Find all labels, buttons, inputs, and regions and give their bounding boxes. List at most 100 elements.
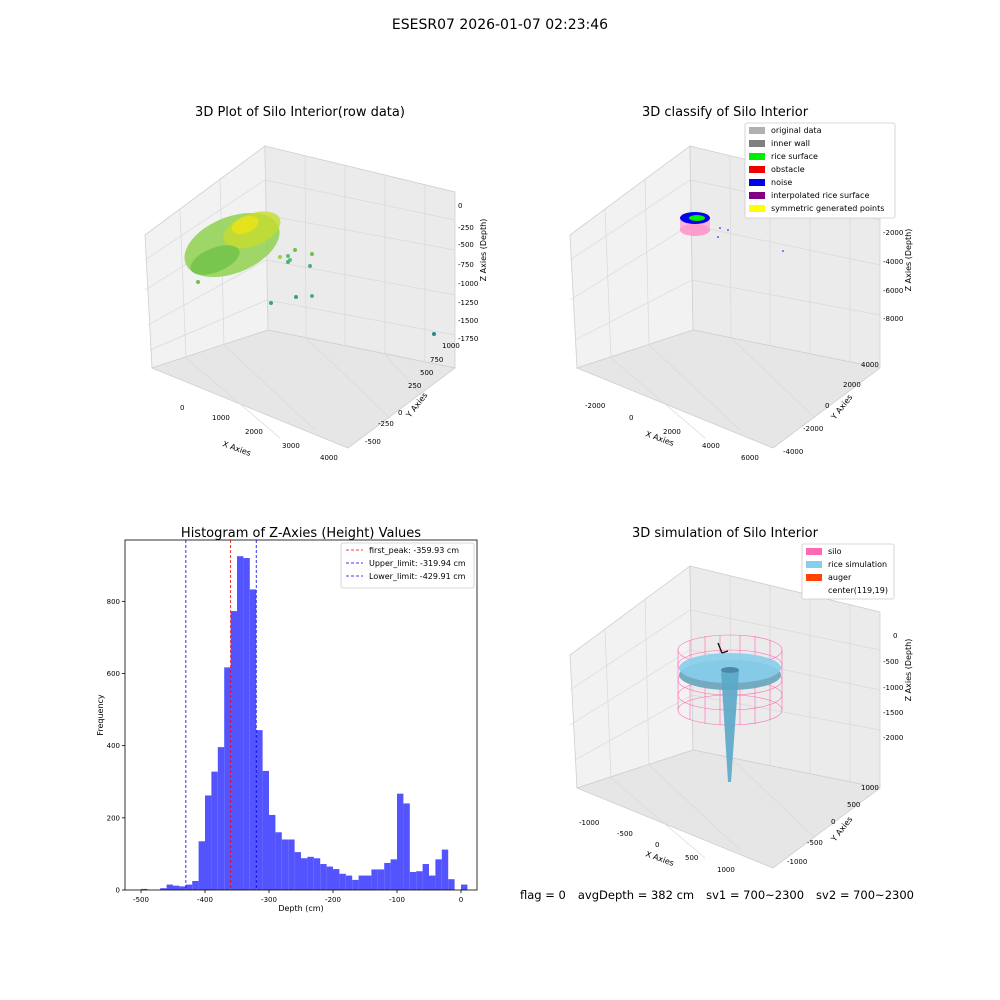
histogram-bar	[390, 859, 397, 890]
status-sv1: sv1 = 700~2300	[706, 888, 805, 902]
status-avg-depth: avgDepth = 382 cm	[577, 888, 695, 902]
chart-classify-3d: 3D classify of Silo Interior -2000 0 200…	[569, 105, 913, 460]
legend-swatch	[749, 127, 765, 134]
histogram-bar	[435, 859, 442, 890]
x-tick-2: 2000	[245, 428, 263, 436]
y-tick-4: 1000	[861, 784, 879, 792]
histogram-bar	[160, 888, 167, 890]
z-tick-4: -8000	[883, 315, 903, 323]
point-cloud	[184, 211, 436, 336]
chart-title: Histogram of Z-Axies (Height) Values	[181, 526, 421, 541]
chart-simulation-3d: 3D simulation of Silo Interior -1000 -50…	[569, 526, 913, 874]
legend-label: obstacle	[771, 165, 805, 174]
z-tick-0: 0	[893, 632, 897, 640]
x-tick-0: -1000	[579, 819, 599, 827]
x-tick-label: -200	[325, 896, 341, 904]
z-tick-2: -1000	[883, 684, 903, 692]
x-tick-2: 0	[655, 841, 659, 849]
y-tick-1: -500	[807, 839, 823, 847]
histogram-bar	[384, 862, 391, 890]
x-axis-label: Depth (cm)	[278, 904, 323, 913]
y-axis-label: Frequency	[96, 694, 105, 736]
histogram-bar	[307, 856, 314, 890]
legend-label: first_peak: -359.93 cm	[369, 546, 459, 555]
histogram-bar	[185, 884, 193, 890]
legend-swatch	[749, 179, 765, 186]
histogram-bar	[249, 589, 257, 890]
z-tick-3: -750	[458, 261, 474, 269]
histogram-bar	[166, 884, 173, 890]
grid-lines	[569, 155, 881, 439]
y-tick-2: 0	[825, 402, 829, 410]
chart-title: 3D simulation of Silo Interior	[632, 526, 819, 541]
histogram-bar	[448, 879, 455, 890]
z-tick-1: -250	[458, 224, 474, 232]
histogram-bar	[243, 558, 250, 890]
y-tick-0: -500	[365, 438, 381, 446]
floor-pane	[575, 749, 881, 869]
legend	[744, 122, 896, 219]
legend-label: noise	[771, 178, 792, 187]
histogram-bar	[320, 864, 327, 890]
chart-title: 3D classify of Silo Interior	[642, 105, 809, 120]
z-tick-1: -2000	[883, 229, 903, 237]
status-sv2: sv2 = 700~2300	[816, 888, 914, 902]
x-axis-label: X Axies	[644, 849, 675, 868]
classified-cluster	[680, 212, 784, 252]
y-tick-label: 800	[107, 598, 120, 606]
histogram-bar	[339, 873, 346, 890]
chart-title: 3D Plot of Silo Interior(row data)	[195, 105, 405, 120]
y-tick-2: 0	[398, 409, 402, 417]
legend-label: Lower_limit: -429.91 cm	[369, 572, 466, 581]
y-tick-3: 2000	[843, 381, 861, 389]
legend-label: inner wall	[771, 139, 810, 148]
z-tick-2: -500	[458, 241, 474, 249]
histogram-bar	[358, 875, 365, 890]
histogram-bar	[217, 747, 225, 890]
histogram-bar	[275, 832, 282, 890]
x-tick-4: 1000	[717, 866, 735, 874]
x-tick-label: -100	[389, 896, 405, 904]
histogram-bar	[461, 884, 468, 890]
y-tick-0: -1000	[787, 858, 807, 866]
z-tick-5: -1250	[458, 299, 478, 307]
y-tick-3: 250	[408, 382, 421, 390]
z-tick-2: -4000	[883, 258, 903, 266]
histogram-bar	[173, 885, 180, 890]
legend-swatch	[749, 192, 765, 199]
x-tick-2: 2000	[663, 428, 681, 436]
histogram-bar	[365, 875, 372, 890]
y-tick-4: 4000	[861, 361, 879, 369]
legend-swatch	[749, 153, 765, 160]
back-pane-right	[264, 145, 456, 369]
y-tick-5: 750	[430, 356, 443, 364]
y-tick-label: 600	[107, 670, 120, 678]
x-tick-3: 500	[685, 854, 698, 862]
back-pane-left	[569, 565, 694, 789]
y-tick-1: -2000	[803, 425, 823, 433]
legend-label: auger	[828, 573, 852, 582]
x-tick-0: -2000	[585, 402, 605, 410]
figure-title: ESESR07 2026-01-07 02:23:46	[391, 17, 609, 33]
z-tick-1: -500	[883, 658, 899, 666]
chart-raw-3d: 3D Plot of Silo Interior(row data) 0 100…	[144, 105, 488, 460]
legend-swatch	[806, 561, 822, 568]
y-tick-label: 400	[107, 742, 120, 750]
y-tick-3: 500	[847, 801, 860, 809]
x-tick-label: 0	[459, 896, 463, 904]
z-tick-3: -1500	[883, 709, 903, 717]
histogram-bar	[313, 858, 321, 890]
floor-pane	[575, 329, 881, 449]
legend-label: symmetric generated points	[771, 204, 884, 213]
y-tick-2: 0	[831, 818, 835, 826]
legend-swatch	[749, 166, 765, 173]
z-tick-3: -6000	[883, 287, 903, 295]
plot-frame	[124, 539, 478, 891]
histogram-bar	[326, 866, 333, 890]
histogram-bar	[397, 793, 404, 890]
legend-swatch	[749, 140, 765, 147]
y-tick-6: 1000	[442, 342, 460, 350]
histogram-bar	[179, 886, 186, 890]
z-tick-4: -1000	[458, 280, 478, 288]
floor-pane	[150, 329, 456, 449]
